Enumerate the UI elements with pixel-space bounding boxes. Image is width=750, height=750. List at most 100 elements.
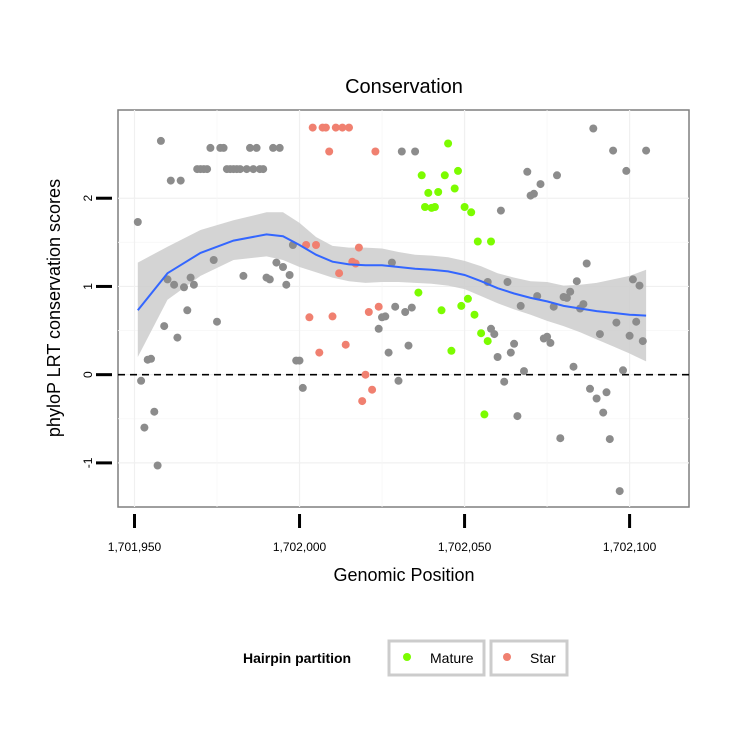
data-point-other [265,275,274,284]
data-point-star [361,370,370,379]
data-point-other [259,165,268,174]
data-point-star [312,241,320,249]
data-point-other [506,348,515,357]
data-point-mature [450,184,459,193]
data-point-other [500,377,509,386]
data-point-other [543,332,552,341]
data-point-mature [437,306,446,315]
data-point-other [206,143,215,152]
data-point-other [529,189,538,198]
chart-title: Conservation [345,76,463,98]
data-point-mature [487,237,495,246]
data-point-other [602,388,611,397]
data-point-star [305,313,314,322]
data-point-mature [463,294,472,303]
data-point-other [619,366,627,375]
data-point-other [586,384,594,393]
data-point-other [282,280,291,289]
data-point-other [582,259,591,268]
smooth-curve [137,233,647,317]
data-point-other [569,362,578,371]
data-point-other [595,330,604,339]
data-point-other [493,353,502,361]
x-tick-label: 1,701,950 [108,540,162,554]
x-tick-label: 1,702,100 [603,540,657,554]
data-point-other [628,275,637,284]
data-point-star [315,348,324,357]
legend: Hairpin partition Mature Star [243,639,569,677]
data-point-other [566,287,575,296]
data-point-star [331,123,340,132]
data-point-other [140,423,149,432]
data-point-mature [467,208,476,217]
data-point-other [562,293,571,302]
data-point-mature [444,139,453,148]
data-point-other [279,263,287,271]
data-point-other [239,271,248,280]
data-points [133,123,651,496]
data-point-other [520,367,528,376]
data-point-other [219,143,228,152]
data-point-other [269,143,278,152]
legend-key-star [503,653,511,661]
data-point-other [503,278,512,286]
data-point-mature [480,410,489,419]
data-point-other [401,308,410,316]
data-point-other [513,412,522,421]
data-point-other [635,281,644,290]
data-point-mature [477,329,486,338]
data-point-star [335,269,344,278]
data-point-other [242,165,251,174]
data-point-mature [457,301,466,310]
data-point-star [308,123,317,132]
data-point-star [341,340,350,349]
data-point-other [180,283,188,292]
data-point-other [183,306,192,315]
data-point-other [615,487,624,496]
data-point-star [351,259,360,268]
data-point-other [605,435,614,444]
confidence-band [137,212,647,362]
y-tick-label: 2 [81,195,95,202]
data-point-other [166,176,175,185]
data-point-star [364,308,373,316]
data-point-other [599,408,608,417]
legend-item-star: Star [489,639,569,677]
data-point-other [387,258,396,267]
data-point-other [153,461,162,470]
data-point-star [358,397,367,406]
data-point-other [536,180,545,189]
data-point-other [209,256,218,264]
data-point-star [371,147,380,156]
data-point-other [572,277,581,286]
data-point-mature [414,288,423,297]
x-tick-label: 1,702,000 [273,540,327,554]
data-point-other [579,300,588,309]
data-point-star [338,123,347,132]
data-point-other [407,303,416,312]
data-point-mature [473,237,482,246]
data-point-other [592,394,601,403]
data-point-other [496,206,505,215]
data-point-other [609,146,618,155]
data-point-star [321,123,330,132]
y-axis: -1 0 1 2 [81,195,112,468]
y-tick-label: 0 [81,371,95,378]
data-point-other [622,166,631,175]
data-point-mature [434,188,443,196]
data-point-other [272,258,281,267]
legend-label-star: Star [530,650,556,666]
data-point-other [160,322,169,331]
data-point-other [632,317,641,326]
data-point-mature [460,203,469,211]
data-point-other [150,407,159,416]
data-point-other [252,143,261,152]
y-tick-label: -1 [81,457,95,468]
data-point-other [374,324,383,333]
data-point-other [556,434,565,443]
data-point-mature [447,346,456,355]
data-point-star [374,302,383,311]
data-point-other [612,318,621,327]
x-tick-label: 1,702,050 [438,540,492,554]
data-point-other [490,330,499,339]
